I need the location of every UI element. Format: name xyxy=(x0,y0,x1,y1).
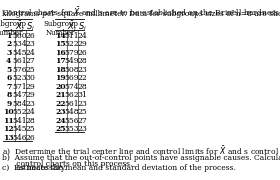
Text: 27: 27 xyxy=(77,117,87,125)
Text: 576: 576 xyxy=(13,66,27,74)
Text: $\bar{X}_i$: $\bar{X}_i$ xyxy=(67,20,77,34)
Text: 11: 11 xyxy=(3,117,14,125)
Text: 24: 24 xyxy=(25,108,35,116)
Text: 26: 26 xyxy=(25,134,35,142)
Text: 23: 23 xyxy=(77,125,87,133)
Text: 541: 541 xyxy=(13,117,27,125)
Text: 553: 553 xyxy=(65,125,80,133)
Text: c)  Estimate the mean and standard deviation of the process.: c) Estimate the mean and standard deviat… xyxy=(2,165,236,172)
Text: 25: 25 xyxy=(25,125,35,133)
Text: 21: 21 xyxy=(55,91,66,100)
Text: 12: 12 xyxy=(3,125,14,133)
Text: 3: 3 xyxy=(6,49,11,57)
Text: 19: 19 xyxy=(55,75,66,82)
Text: Control charts for $\bar{X}$ and s are to be established on the Brinell hardness: Control charts for $\bar{X}$ and s are t… xyxy=(2,5,280,18)
Text: 31: 31 xyxy=(77,91,87,100)
Text: 28: 28 xyxy=(77,83,87,91)
Text: 26: 26 xyxy=(77,49,87,57)
Text: $S_i$: $S_i$ xyxy=(78,20,87,33)
Text: b)  Assume that the out-of-control points have assignable causes. Calculate the : b) Assume that the out-of-control points… xyxy=(2,154,280,172)
Text: 20: 20 xyxy=(55,83,66,91)
Text: 29: 29 xyxy=(25,83,35,91)
Text: 579: 579 xyxy=(65,49,80,57)
Text: 18: 18 xyxy=(55,66,66,74)
Text: 27: 27 xyxy=(25,57,35,66)
Text: Subgroup
Number: Subgroup Number xyxy=(43,20,78,37)
Text: 29: 29 xyxy=(25,91,35,100)
Text: 561: 561 xyxy=(65,100,80,108)
Text: kilograms per square millimeter. Data for subgroups sizes of n=8 are shown below: kilograms per square millimeter. Data fo… xyxy=(2,10,280,18)
Text: 24: 24 xyxy=(55,117,66,125)
Text: 548: 548 xyxy=(65,108,80,116)
Text: 24: 24 xyxy=(25,49,35,57)
Text: 549: 549 xyxy=(65,57,80,66)
Text: 16: 16 xyxy=(55,49,66,57)
Text: 545: 545 xyxy=(13,125,27,133)
Text: 511: 511 xyxy=(65,32,80,40)
Text: 584: 584 xyxy=(13,100,27,108)
Text: 561: 561 xyxy=(13,57,27,66)
Text: 25: 25 xyxy=(55,125,66,133)
Text: 7: 7 xyxy=(6,83,11,91)
Text: 29: 29 xyxy=(77,40,87,48)
Text: 23: 23 xyxy=(25,100,35,108)
Text: $S_i$: $S_i$ xyxy=(25,20,34,33)
Text: 8: 8 xyxy=(6,91,11,100)
Text: 28: 28 xyxy=(25,117,35,125)
Text: 560: 560 xyxy=(13,32,27,40)
Text: 1: 1 xyxy=(6,32,11,40)
Text: 10: 10 xyxy=(3,108,14,116)
Text: 508: 508 xyxy=(65,66,80,74)
Text: 28: 28 xyxy=(77,57,87,66)
Text: 569: 569 xyxy=(65,75,80,82)
Text: $\bar{X}_i$: $\bar{X}_i$ xyxy=(15,20,25,34)
Text: 534: 534 xyxy=(13,40,27,48)
Text: 522: 522 xyxy=(65,40,80,48)
Text: 25: 25 xyxy=(25,66,35,74)
Text: 6: 6 xyxy=(6,75,11,82)
Text: 552: 552 xyxy=(13,108,27,116)
Text: 523: 523 xyxy=(13,75,27,82)
Text: a)  Determine the trial center line and control limits for $\bar{X}$ and s contr: a) Determine the trial center line and c… xyxy=(2,145,280,168)
Text: 571: 571 xyxy=(13,83,27,91)
Text: 546: 546 xyxy=(13,134,27,142)
Text: 14: 14 xyxy=(55,32,66,40)
Text: 562: 562 xyxy=(65,91,80,100)
Text: 22: 22 xyxy=(77,75,87,82)
Text: 23: 23 xyxy=(77,100,87,108)
Text: 2: 2 xyxy=(6,40,11,48)
Text: 545: 545 xyxy=(13,49,27,57)
Text: 24: 24 xyxy=(77,32,87,40)
Text: 9: 9 xyxy=(6,100,11,108)
Text: 556: 556 xyxy=(65,117,80,125)
Text: 15: 15 xyxy=(55,40,66,48)
Text: 25: 25 xyxy=(77,108,87,116)
Text: 23: 23 xyxy=(25,40,35,48)
Text: 30: 30 xyxy=(25,75,35,82)
Text: 23: 23 xyxy=(55,108,66,116)
Text: 5: 5 xyxy=(6,66,11,74)
Text: 13: 13 xyxy=(3,134,14,142)
Text: 26: 26 xyxy=(25,32,35,40)
Text: 574: 574 xyxy=(65,83,80,91)
Text: 17: 17 xyxy=(55,57,66,66)
Text: Subgroup
Number: Subgroup Number xyxy=(0,20,26,37)
Text: 4: 4 xyxy=(6,57,11,66)
Text: 23: 23 xyxy=(77,66,87,74)
Text: 547: 547 xyxy=(13,91,27,100)
Text: 22: 22 xyxy=(55,100,66,108)
